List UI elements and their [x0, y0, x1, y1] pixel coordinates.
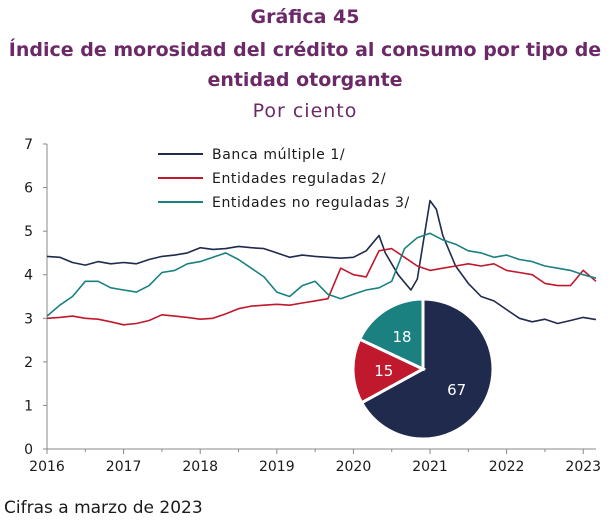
legend-label-0: Banca múltiple 1/	[212, 147, 345, 163]
pie-label-0: 67	[447, 381, 466, 399]
x-tick-label: 2018	[182, 459, 218, 475]
pie-label-2: 18	[392, 328, 411, 346]
footer-note: Cifras a marzo de 2023	[4, 498, 203, 518]
chart-subtitle: Por ciento	[252, 100, 358, 122]
pie-slice-2	[357, 297, 425, 372]
x-tick-label: 2022	[489, 459, 525, 475]
legend-label-2: Entidades no reguladas 3/	[212, 195, 410, 211]
x-tick-label: 2023	[565, 459, 601, 475]
y-tick-label: 2	[24, 355, 33, 371]
y-tick-label: 3	[24, 311, 33, 327]
chart-title-line-2: Índice de morosidad del crédito al consu…	[8, 39, 602, 61]
y-tick-label: 5	[24, 224, 33, 240]
pie-label-1: 15	[374, 362, 393, 380]
y-tick-label: 7	[24, 137, 33, 153]
x-tick-label: 2020	[336, 459, 372, 475]
pie-slice-0	[359, 297, 495, 441]
y-tick-label: 1	[24, 398, 33, 414]
series-line-0	[46, 199, 597, 325]
series-line-2	[46, 232, 597, 317]
x-tick-label: 2019	[259, 459, 295, 475]
series-line-1	[46, 247, 597, 326]
y-tick-label: 6	[24, 181, 33, 197]
legend-label-1: Entidades reguladas 2/	[212, 171, 386, 187]
pie-slice-1	[351, 337, 427, 405]
y-tick-label: 0	[24, 442, 33, 458]
x-tick-label: 2016	[29, 459, 65, 475]
chart-title: Gráfica 45	[250, 6, 360, 28]
chart-title-line-3: entidad otorgante	[207, 69, 403, 91]
x-tick-label: 2021	[412, 459, 448, 475]
y-tick-label: 4	[24, 268, 33, 284]
x-tick-label: 2017	[106, 459, 142, 475]
